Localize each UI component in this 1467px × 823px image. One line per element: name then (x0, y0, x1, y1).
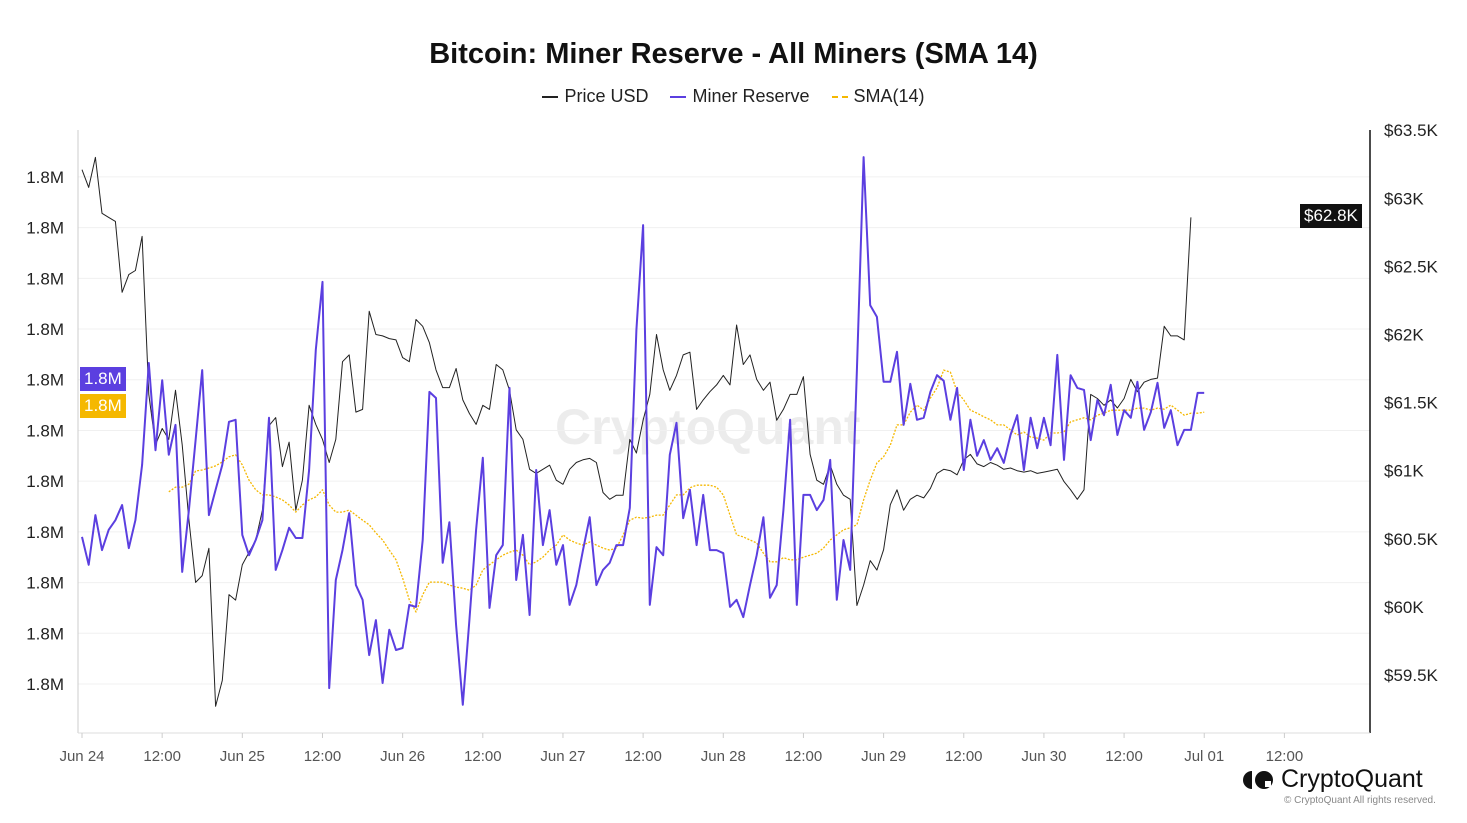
chart-title: Bitcoin: Miner Reserve - All Miners (SMA… (429, 38, 1038, 70)
x-tick-label: 12:00 (624, 748, 662, 765)
legend-item-price[interactable]: Price USD (542, 86, 648, 107)
right-tick-label: $61K (1384, 462, 1424, 481)
left-tick-label: 1.8M (26, 269, 64, 288)
right-tick-label: $63.5K (1384, 121, 1439, 140)
left-tick-label: 1.8M (26, 523, 64, 542)
left-tick-label: 1.8M (26, 624, 64, 643)
x-tick-label: Jun 28 (701, 748, 746, 765)
x-tick-label: 12:00 (143, 748, 181, 765)
brand-name: CryptoQuant (1281, 765, 1423, 793)
left-tick-label: 1.8M (26, 168, 64, 187)
right-tick-label: $62K (1384, 325, 1424, 344)
cryptoquant-logo: CryptoQuant (1243, 765, 1423, 794)
right-tick-label: $63K (1384, 189, 1424, 208)
x-tick-label: Jun 29 (861, 748, 906, 765)
reserve-value-badge: 1.8M (80, 367, 126, 391)
legend-item-sma[interactable]: SMA(14) (831, 86, 925, 107)
cryptoquant-logo-icon (1243, 770, 1273, 789)
sma-line (168, 369, 1205, 613)
x-tick-label: 12:00 (464, 748, 502, 765)
x-tick-label: Jun 27 (540, 748, 585, 765)
legend-label: SMA(14) (853, 86, 925, 106)
right-tick-label: $60.5K (1384, 530, 1439, 549)
left-tick-label: 1.8M (26, 421, 64, 440)
x-tick-label: Jul 01 (1184, 748, 1224, 765)
left-tick-label: 1.8M (26, 675, 64, 694)
left-tick-label: 1.8M (26, 320, 64, 339)
legend-label: Price USD (564, 86, 649, 106)
copyright: © CryptoQuant All rights reserved. (1284, 795, 1436, 806)
left-tick-label: 1.8M (26, 574, 64, 593)
x-tick-label: 12:00 (785, 748, 823, 765)
reserve-swatch-icon (670, 95, 687, 98)
miner-reserve-line (81, 156, 1205, 706)
legend-item-reserve[interactable]: Miner Reserve (670, 86, 810, 107)
left-tick-label: 1.8M (26, 472, 64, 491)
left-tick-label: 1.8M (26, 371, 64, 390)
x-tick-label: 12:00 (304, 748, 342, 765)
x-tick-label: 12:00 (1266, 748, 1304, 765)
sma-value-badge: 1.8M (80, 394, 126, 418)
legend-label: Miner Reserve (692, 86, 810, 106)
right-tick-label: $62.5K (1384, 257, 1439, 276)
right-tick-label: $59.5K (1384, 666, 1439, 685)
x-tick-label: 12:00 (945, 748, 983, 765)
right-tick-label: $60K (1384, 598, 1424, 617)
x-tick-label: Jun 30 (1021, 748, 1066, 765)
x-tick-label: Jun 24 (59, 748, 104, 765)
sma-swatch-icon (831, 95, 848, 98)
x-tick-label: 12:00 (1105, 748, 1143, 765)
price-swatch-icon (542, 95, 559, 98)
right-tick-label: $61.5K (1384, 394, 1439, 413)
x-tick-label: Jun 25 (220, 748, 265, 765)
x-tick-label: Jun 26 (380, 748, 425, 765)
legend: Price USD Miner Reserve SMA(14) (0, 86, 1467, 107)
price-value-badge: $62.8K (1300, 204, 1362, 228)
left-tick-label: 1.8M (26, 219, 64, 238)
